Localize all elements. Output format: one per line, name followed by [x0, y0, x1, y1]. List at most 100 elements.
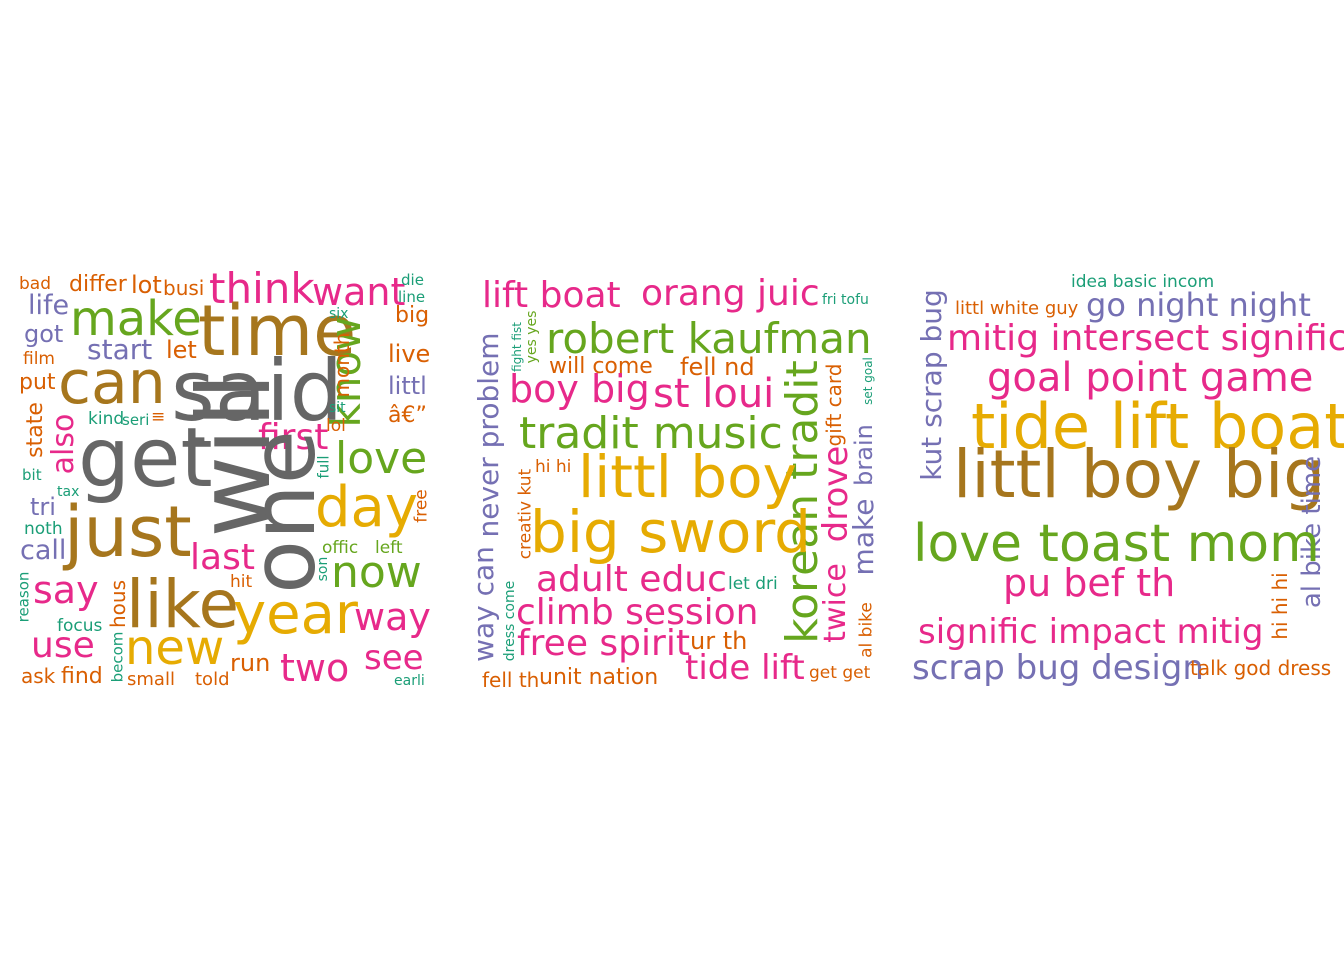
- cloud-word: state: [23, 402, 48, 458]
- cloud-word: small: [127, 669, 175, 690]
- cloud-word: boy big: [509, 367, 650, 411]
- cloud-word: get get: [809, 663, 871, 683]
- cloud-word: fight fist: [510, 322, 524, 372]
- cloud-word: tri: [30, 493, 56, 521]
- cloud-word: told: [195, 669, 230, 690]
- cloud-word: dress come: [502, 580, 518, 662]
- cloud-word: free spirit: [517, 623, 690, 664]
- cloud-word: sit: [329, 400, 346, 416]
- cloud-word: kut scrap bug: [915, 289, 948, 481]
- cloud-word: will come: [549, 354, 653, 379]
- cloud-word: life: [28, 290, 70, 321]
- cloud-word: becom: [108, 631, 127, 683]
- cloud-word: start: [87, 333, 153, 366]
- cloud-word: signific impact mitig: [918, 612, 1264, 652]
- cloud-word: live: [388, 340, 431, 368]
- cloud-word: al bike: [856, 602, 877, 658]
- cloud-word: bad: [19, 274, 51, 294]
- cloud-word: love toast mom: [913, 514, 1320, 574]
- cloud-word: hi hi hi: [1268, 572, 1292, 640]
- cloud-word: way can: [467, 546, 500, 662]
- cloud-word: son: [315, 556, 331, 582]
- cloud-word: line: [398, 288, 426, 306]
- cloud-word: earli: [394, 673, 425, 689]
- cloud-word: make: [847, 498, 880, 576]
- cloud-word: said: [171, 342, 343, 440]
- cloud-word: day: [315, 475, 419, 540]
- cloud-word: noth: [24, 519, 63, 539]
- cloud-word: littl: [388, 372, 427, 400]
- cloud-word: bit: [22, 466, 42, 484]
- cloud-word: lot: [131, 271, 162, 299]
- cloud-word: think: [209, 264, 315, 313]
- cloud-word: let dri: [728, 574, 778, 594]
- cloud-word: got: [24, 320, 64, 348]
- cloud-word: lift boat: [482, 275, 621, 316]
- cloud-word: lol: [326, 416, 346, 436]
- cloud-word: seri: [122, 411, 150, 429]
- cloud-word: use: [31, 625, 95, 666]
- cloud-word: want: [312, 270, 406, 314]
- cloud-word: set goal: [861, 357, 875, 405]
- cloud-word: see: [364, 638, 424, 678]
- cloud-word: last: [190, 537, 255, 578]
- cloud-word: tax: [57, 484, 80, 500]
- cloud-word: ≡: [151, 407, 166, 427]
- cloud-word: fri tofu: [822, 292, 869, 308]
- cloud-word: hi hi: [535, 457, 572, 477]
- cloud-word: free: [411, 489, 432, 523]
- cloud-word: put: [19, 370, 56, 395]
- cloud-word: two: [280, 646, 350, 690]
- cloud-word: busi: [163, 276, 205, 300]
- cloud-word: pu bef th: [1003, 561, 1176, 605]
- cloud-word: year: [233, 582, 358, 647]
- cloud-word: also: [46, 413, 81, 475]
- cloud-word: littl boy: [578, 443, 797, 511]
- cloud-word: idea basic incom: [1071, 272, 1215, 292]
- cloud-word: let: [166, 336, 197, 364]
- cloud-word: never problem: [472, 332, 505, 538]
- cloud-word: now: [331, 547, 422, 598]
- cloud-word: new: [125, 620, 225, 676]
- cloud-word: big: [395, 303, 430, 328]
- cloud-word: twice: [818, 563, 853, 643]
- cloud-word: differ: [69, 272, 127, 297]
- cloud-word: run: [230, 649, 271, 677]
- cloud-word: yes yes: [524, 310, 540, 364]
- cloud-word: tide lift: [685, 648, 805, 688]
- cloud-word: six: [329, 306, 349, 322]
- cloud-word: tradit music: [519, 408, 783, 459]
- cloud-word: way: [354, 595, 431, 639]
- cloud-word: film: [23, 349, 55, 369]
- cloud-word: fell th: [482, 668, 540, 692]
- cloud-word: â€”: [388, 403, 427, 428]
- cloud-word: hit: [230, 572, 253, 592]
- cloud-word: focus: [57, 616, 103, 636]
- cloud-word: left: [375, 538, 403, 558]
- cloud-word: time: [198, 290, 357, 372]
- cloud-word: robert kaufman: [546, 314, 872, 363]
- cloud-word: scrap bug design: [912, 648, 1204, 688]
- cloud-word: ask: [21, 664, 56, 688]
- cloud-word: tide lift boat: [971, 390, 1344, 463]
- cloud-word: love: [335, 433, 428, 484]
- cloud-word: get: [78, 411, 213, 506]
- cloud-word: littl boy big: [953, 436, 1326, 513]
- cloud-word: make: [70, 291, 202, 347]
- cloud-word: unit nation: [539, 665, 659, 690]
- cloud-word: call: [20, 535, 67, 566]
- cloud-word: go night night: [1086, 286, 1311, 324]
- cloud-word: littl white guy: [955, 298, 1079, 319]
- cloud-word: big sword: [530, 498, 811, 566]
- cloud-word: mitig intersect signific: [947, 318, 1344, 359]
- cloud-word: talk god dress: [1190, 656, 1332, 680]
- cloud-word: kind: [88, 409, 125, 429]
- cloud-word: say: [33, 568, 99, 612]
- cloud-word: find: [61, 664, 103, 689]
- cloud-word: die: [401, 271, 424, 289]
- cloud-word: like: [126, 566, 240, 643]
- cloud-word: adult educ: [536, 559, 727, 600]
- cloud-word: ur th: [690, 627, 748, 655]
- cloud-word: offic: [322, 538, 359, 558]
